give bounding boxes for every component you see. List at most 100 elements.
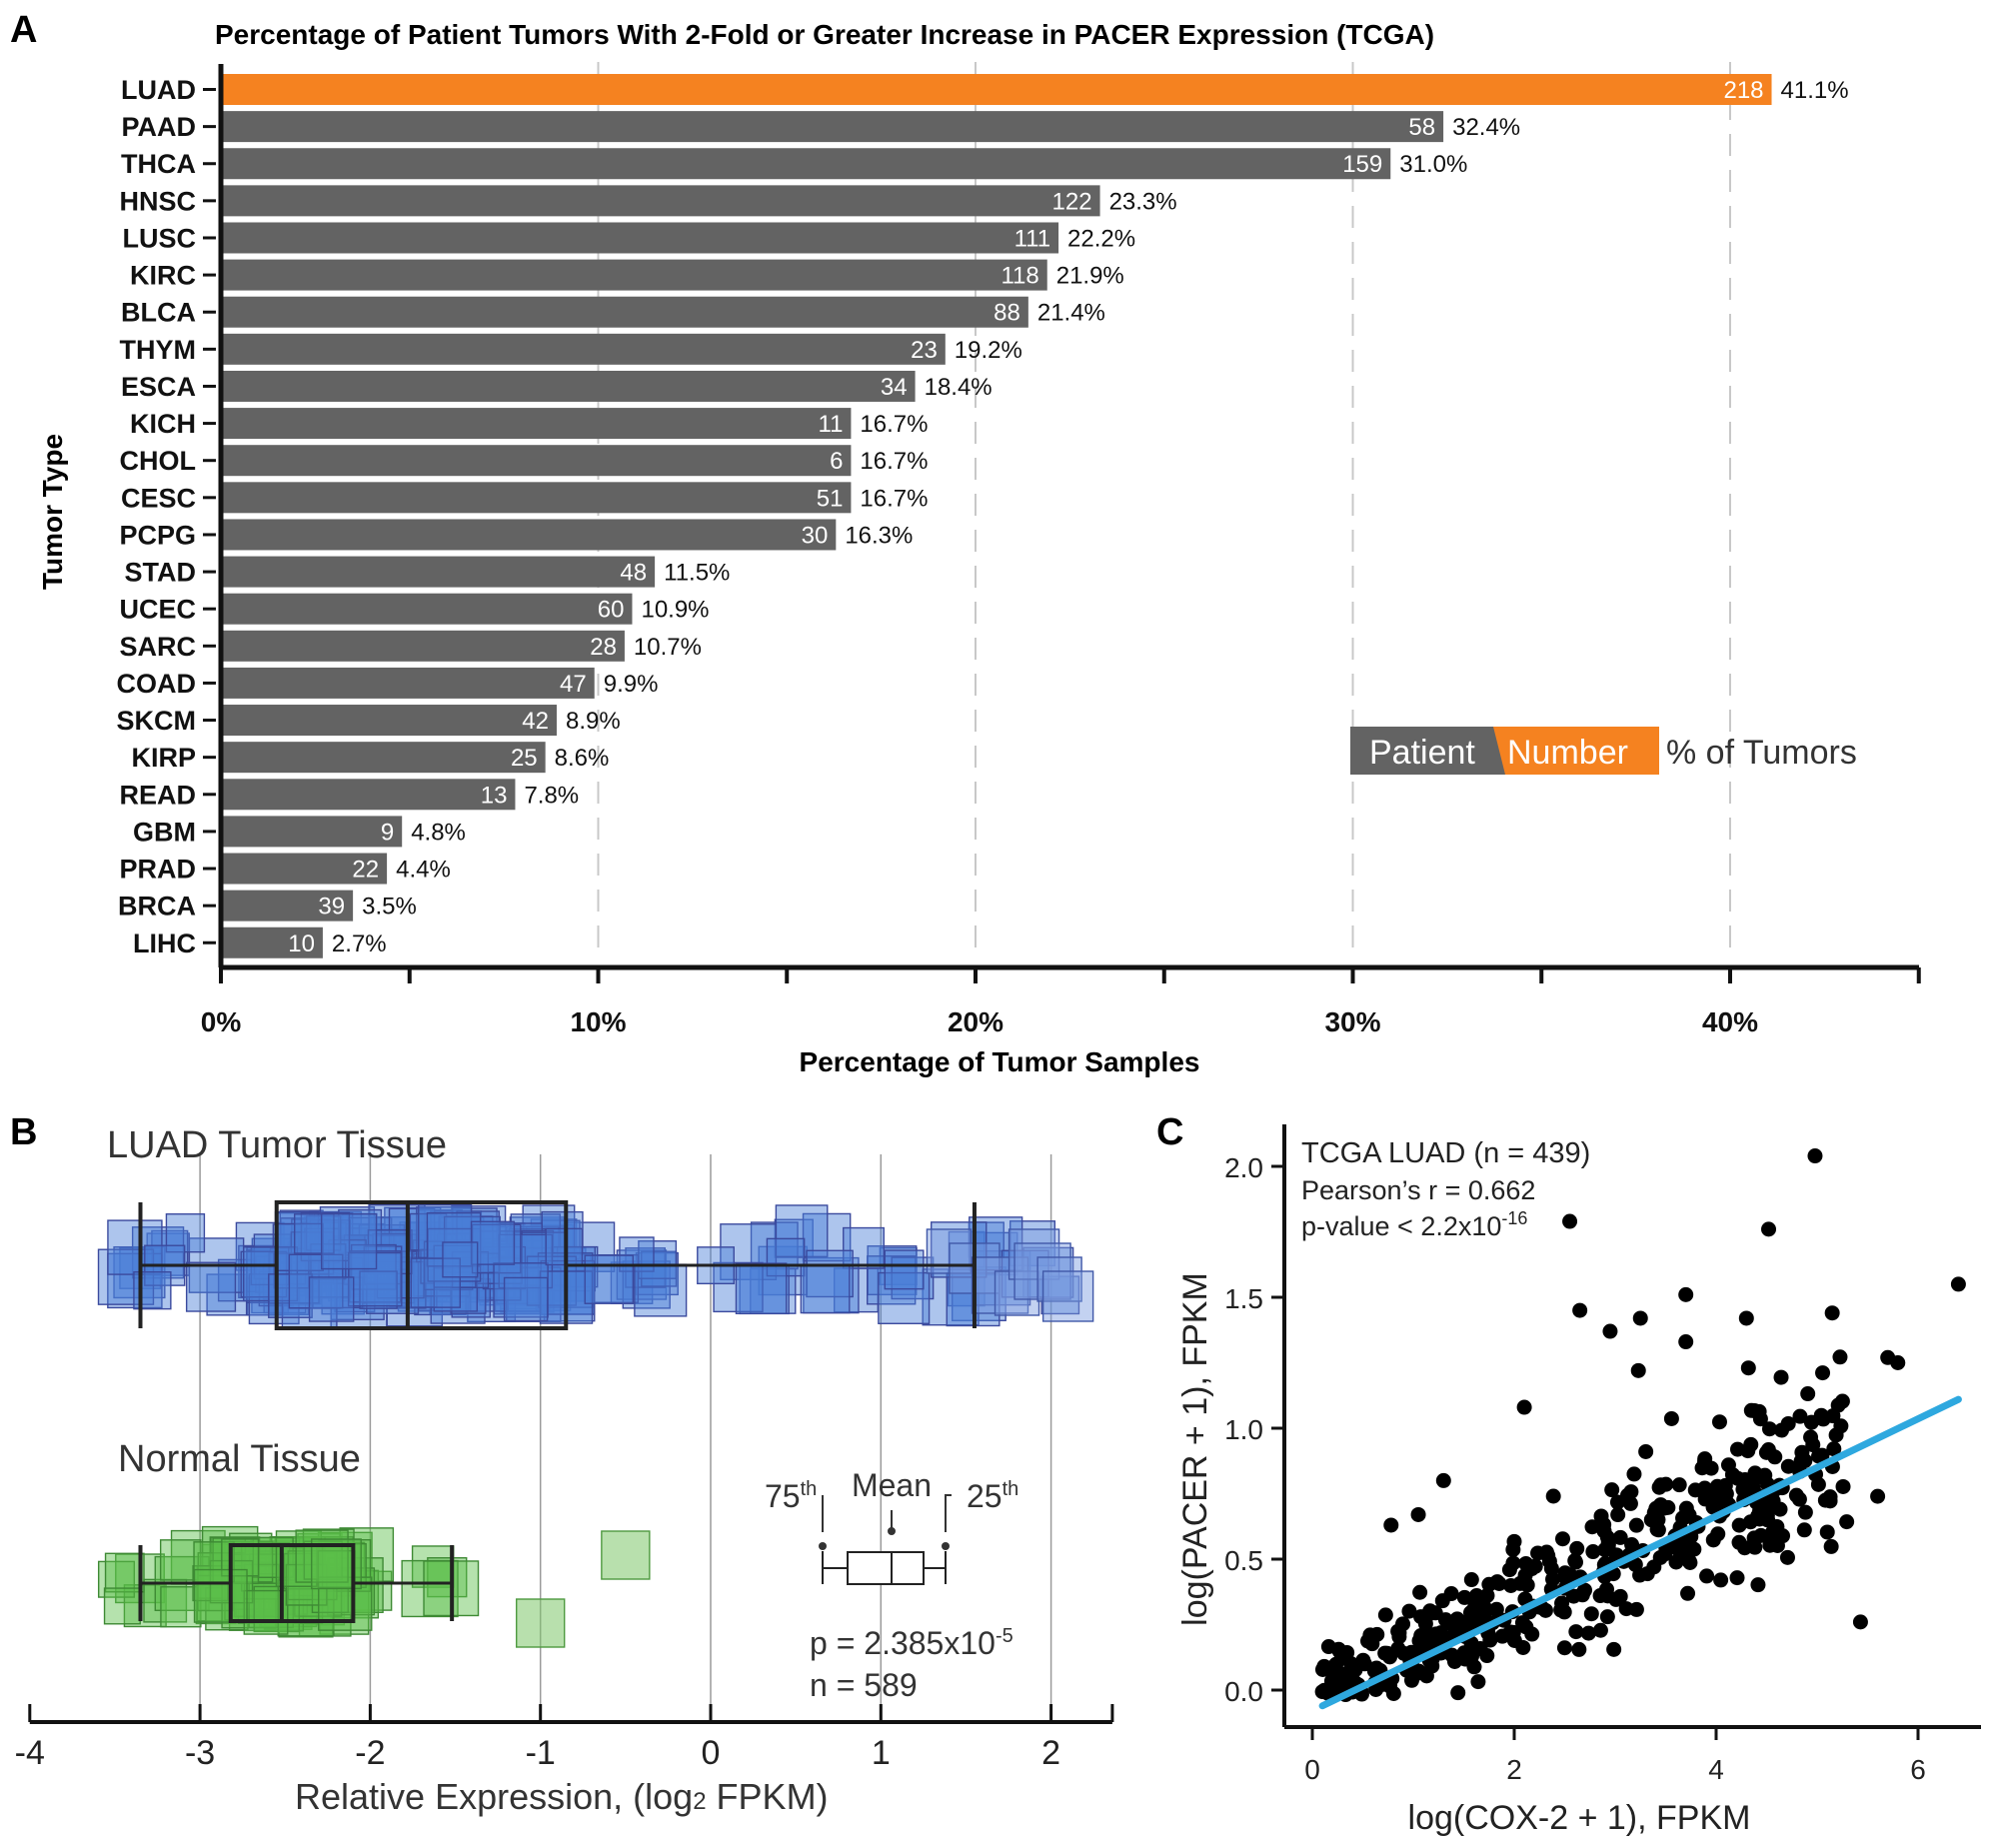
bar-value-lusc: 22.2%: [1067, 225, 1135, 252]
panel-a-axes: LUAD PAAD THCA HNSC LUSC KIRC BLCA THYM ESCA KICH…: [117, 64, 1921, 1037]
bar-ucec: [221, 593, 633, 625]
c-y-tick-label-2: 1.0: [1224, 1414, 1263, 1445]
c-point: [1368, 1660, 1384, 1676]
c-point: [1797, 1453, 1813, 1469]
tumor-point: [442, 1241, 479, 1278]
panel-c-fit: [1318, 1395, 1962, 1710]
bar-count-sarc: 28: [590, 634, 617, 661]
bar-gbm: [221, 816, 403, 848]
bar-count-pcpg: 30: [802, 522, 829, 549]
bar-value-kich: 16.7%: [860, 411, 928, 438]
tumor-point: [800, 1263, 851, 1314]
category-label-kich: KICH: [130, 409, 196, 439]
c-point: [1632, 1310, 1648, 1326]
tumor-point: [410, 1257, 461, 1308]
legend-pct-label: % of Tumors: [1666, 734, 1857, 772]
tumor-point: [735, 1262, 788, 1314]
category-label-prad: PRAD: [119, 855, 196, 885]
normal-outlier: [601, 1530, 651, 1580]
c-point: [1731, 1517, 1747, 1533]
c-point: [1779, 1549, 1795, 1565]
normal-point: [298, 1583, 352, 1637]
b-x-tick-label-1: -3: [185, 1734, 215, 1772]
c-point: [1356, 1656, 1372, 1672]
panel-a-xlabel: Percentage of Tumor Samples: [800, 1046, 1200, 1077]
bar-chol: [221, 445, 852, 477]
c-point: [1668, 1554, 1684, 1570]
tumor-point: [550, 1245, 597, 1292]
bar-count-cesc: 51: [817, 485, 844, 512]
c-point: [1764, 1525, 1780, 1541]
tumor-point: [308, 1276, 355, 1322]
c-point: [1505, 1541, 1521, 1557]
c-point: [1610, 1507, 1626, 1523]
c-point: [1412, 1584, 1428, 1600]
c-point: [1773, 1369, 1789, 1385]
bar-value-prad: 4.4%: [396, 857, 451, 884]
c-x-tick-label-0: 0: [1304, 1754, 1320, 1785]
bar-value-blca: 21.4%: [1037, 300, 1105, 327]
tumor-point: [610, 1261, 654, 1304]
c-point: [1622, 1495, 1638, 1511]
c-point: [1364, 1636, 1380, 1652]
c-point: [1583, 1606, 1599, 1622]
category-label-esca: ESCA: [121, 372, 196, 402]
tumor-point: [347, 1251, 403, 1307]
c-point: [1450, 1685, 1466, 1701]
c-point: [1505, 1555, 1521, 1571]
tumor-point: [275, 1222, 324, 1272]
bar-count-skcm: 42: [522, 708, 549, 735]
stats-n: n = 589: [810, 1667, 918, 1703]
panel-c: C 0.0 0.5 1.0 1.5 2.0 0 2 4 6 TCGA LUAD (n = 439…: [1156, 1111, 1981, 1837]
c-point: [1565, 1588, 1581, 1604]
c-y-tick-label-3: 1.5: [1224, 1283, 1263, 1314]
legend-number-label: Number: [1507, 734, 1628, 772]
c-point: [1780, 1415, 1796, 1431]
category-label-gbm: GBM: [133, 817, 196, 847]
b-x-tick-label-2: -2: [355, 1734, 385, 1772]
bar-pcpg: [221, 519, 837, 551]
c-point: [1780, 1458, 1796, 1474]
b-x-tick-label-4: 0: [702, 1734, 721, 1772]
c-point: [1826, 1441, 1842, 1457]
c-point: [1600, 1534, 1616, 1550]
tumor-point: [843, 1226, 885, 1269]
c-point: [1710, 1526, 1726, 1542]
bar-value-kirc: 21.9%: [1056, 263, 1124, 290]
normal-point: [193, 1568, 248, 1623]
category-label-thca: THCA: [121, 149, 196, 179]
tumor-tail-point: [1041, 1270, 1094, 1322]
c-point: [1472, 1641, 1488, 1657]
c-point: [1890, 1355, 1906, 1370]
regression-line: [1318, 1395, 1962, 1710]
c-point: [1469, 1595, 1485, 1611]
category-label-cesc: CESC: [121, 483, 196, 513]
tumor-point: [638, 1240, 678, 1279]
c-point: [1699, 1568, 1715, 1584]
c-point: [1713, 1572, 1729, 1588]
bar-count-kich: 11: [819, 411, 844, 438]
c-point: [1678, 1286, 1694, 1302]
tumor-point: [622, 1260, 671, 1309]
c-point: [1657, 1546, 1673, 1562]
c-point: [1568, 1624, 1584, 1640]
c-point: [1592, 1622, 1608, 1638]
c-point: [1737, 1540, 1753, 1556]
c-point: [1650, 1522, 1666, 1538]
tumor-tail-point: [1036, 1256, 1082, 1302]
bar-luad: [221, 74, 1772, 105]
c-point: [1435, 1472, 1451, 1488]
c-point: [1788, 1487, 1804, 1503]
tumor-point: [288, 1253, 344, 1309]
c-point: [1797, 1504, 1813, 1520]
key-25-dot: [942, 1542, 950, 1550]
c-point: [1807, 1148, 1823, 1164]
c-point: [1592, 1588, 1608, 1604]
bar-count-blca: 88: [994, 300, 1020, 327]
bar-cesc: [221, 482, 852, 514]
tumor-point: [584, 1254, 635, 1304]
category-label-lihc: LIHC: [133, 928, 196, 958]
c-point: [1805, 1437, 1821, 1453]
bar-value-coad: 9.9%: [604, 671, 659, 698]
c-point: [1772, 1501, 1788, 1517]
